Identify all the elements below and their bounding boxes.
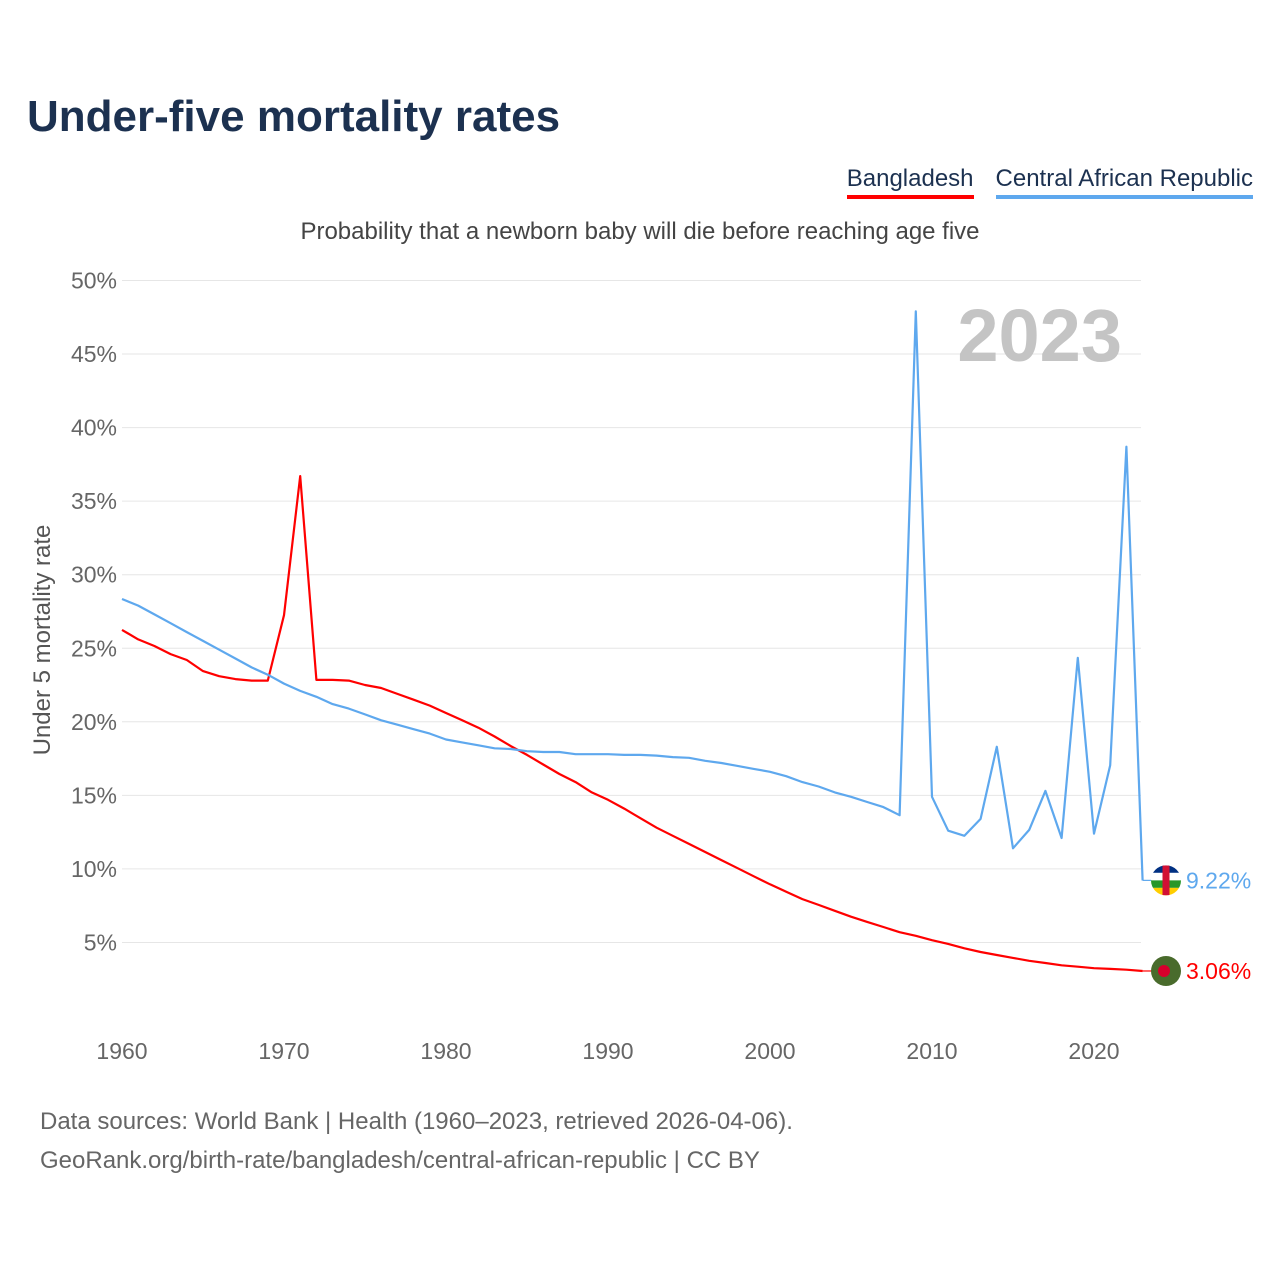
- source-line: Data sources: World Bank | Health (1960–…: [40, 1108, 793, 1135]
- year-watermark: 2023: [957, 294, 1122, 377]
- chart-subtitle: Probability that a newborn baby will die…: [300, 218, 980, 245]
- y-tick-label: 25%: [71, 635, 117, 661]
- y-tick-label: 20%: [71, 709, 117, 735]
- x-tick-label: 1960: [96, 1038, 147, 1064]
- x-tick-label: 1970: [258, 1038, 309, 1064]
- flag-icon-central-african-republic: [1151, 865, 1181, 896]
- source-link[interactable]: GeoRank.org/birth-rate/bangladesh/centra…: [40, 1147, 760, 1174]
- x-tick-label: 1980: [420, 1038, 471, 1064]
- end-value-label: 3.06%: [1186, 958, 1251, 984]
- y-tick-label: 40%: [71, 415, 117, 441]
- y-tick-label: 15%: [71, 782, 117, 808]
- legend-item-bangladesh[interactable]: Bangladesh: [846, 165, 974, 199]
- series-line-central-african-republic[interactable]: [121, 310, 1144, 881]
- y-axis-label: Under 5 mortality rate: [29, 525, 56, 756]
- series-line-bangladesh[interactable]: [121, 475, 1143, 973]
- y-tick-label: 50%: [71, 268, 117, 294]
- flag-icon-bangladesh: [1151, 955, 1181, 986]
- y-tick-label: 10%: [71, 856, 117, 882]
- legend-item-central-african-republic[interactable]: Central African Republic: [995, 165, 1253, 199]
- x-tick-label: 2010: [906, 1038, 957, 1064]
- y-tick-label: 45%: [71, 341, 117, 367]
- y-tick-label: 5%: [84, 929, 117, 955]
- end-value-label: 9.22%: [1186, 867, 1251, 893]
- x-tick-label: 2000: [744, 1038, 795, 1064]
- y-tick-label: 35%: [71, 488, 117, 514]
- x-tick-label: 1990: [582, 1038, 633, 1064]
- chart-title: Under-five mortality rates: [27, 92, 561, 141]
- legend: Bangladesh Central African Republic: [846, 165, 1253, 199]
- y-tick-label: 30%: [71, 562, 117, 588]
- x-tick-label: 2020: [1068, 1038, 1119, 1064]
